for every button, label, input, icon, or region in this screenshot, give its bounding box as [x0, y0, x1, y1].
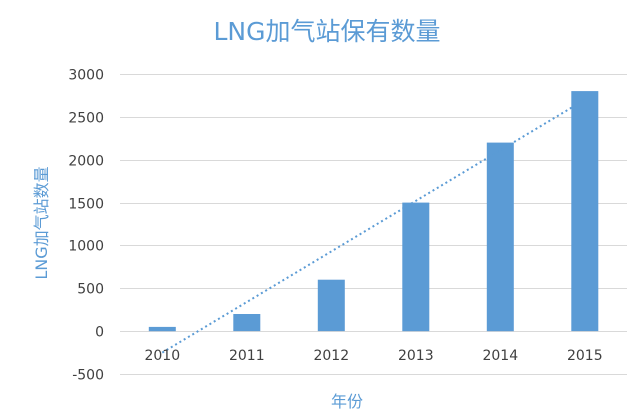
bar-2012 [317, 279, 345, 332]
y-tick-label: -500 [72, 368, 104, 384]
y-tick-label: 500 [77, 282, 104, 298]
y-tick-label: 2000 [68, 154, 104, 170]
x-tick-label: 2011 [229, 348, 265, 364]
trendline-group [161, 98, 586, 354]
chart-title: LNG加气站保有数量 [213, 17, 440, 46]
x-tick-label: 2014 [482, 348, 518, 364]
x-axis-ticks: 2010 2011 2012 2013 2014 2015 [144, 348, 602, 364]
x-tick-label: 2015 [567, 348, 603, 364]
y-tick-label: 3000 [68, 68, 104, 84]
x-tick-label: 2010 [144, 348, 180, 364]
bar-2014 [486, 142, 514, 332]
bar-2010 [148, 326, 176, 332]
bar-2011 [233, 314, 261, 332]
y-axis-title: LNG加气站数量 [32, 166, 51, 279]
y-tick-label: 2500 [68, 111, 104, 127]
bars [148, 91, 599, 332]
x-axis-title: 年份 [331, 392, 363, 411]
y-tick-label: 1000 [68, 239, 104, 255]
y-axis-ticks: -500 0 500 1000 1500 2000 2500 3000 [68, 68, 104, 384]
y-tick-label: 0 [95, 325, 104, 341]
x-tick-label: 2013 [398, 348, 434, 364]
y-tick-label: 1500 [68, 197, 104, 213]
bar-2015 [571, 91, 599, 332]
x-tick-label: 2012 [313, 348, 349, 364]
linear-trendline [161, 98, 586, 354]
bar-2013 [402, 202, 430, 332]
gridlines [120, 74, 627, 375]
